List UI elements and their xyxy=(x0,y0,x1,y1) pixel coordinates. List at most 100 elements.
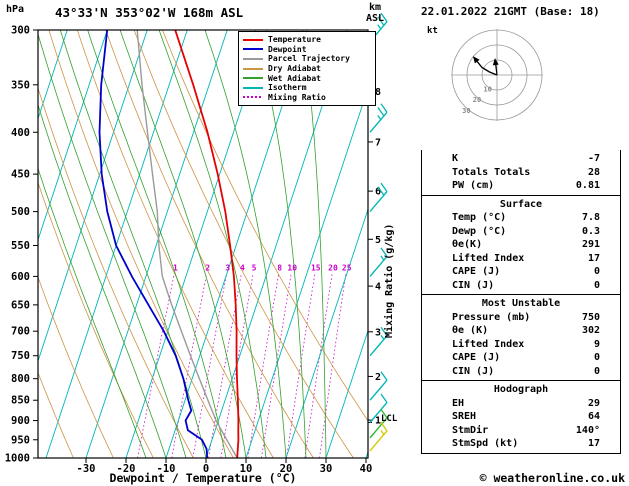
altitude-tick-label: 8 xyxy=(375,87,381,98)
legend: Temperature Dewpoint Parcel Trajectory Dry … xyxy=(238,31,376,107)
hodograph-ring xyxy=(481,59,513,91)
wet-adiabat-line xyxy=(38,167,147,458)
index-label: Lifted Index xyxy=(452,252,525,264)
wind-barb xyxy=(369,393,388,423)
mixing-ratio-value-label: 20 xyxy=(328,264,338,273)
mixing-ratio-line xyxy=(220,273,254,458)
mixing-ratio-value-label: 5 xyxy=(252,264,257,273)
index-label: CAPE (J) xyxy=(452,266,501,277)
isotherm-line xyxy=(325,329,368,458)
pressure-axis-unit: hPa xyxy=(6,4,25,15)
altitude-tick-label: 6 xyxy=(375,187,381,198)
pressure-tick-label: 450 xyxy=(11,169,30,181)
index-label: CIN (J) xyxy=(452,279,495,291)
wet-adiabat-line xyxy=(204,30,287,458)
section-title: Most Unstable xyxy=(481,298,561,309)
index-value: 29 xyxy=(587,397,600,409)
wet-adiabat-line xyxy=(158,30,267,458)
mixing-ratio-value-label: 15 xyxy=(311,264,321,273)
index-value: 0.81 xyxy=(575,180,600,191)
pressure-tick-label: 750 xyxy=(11,350,30,362)
index-label: SREH xyxy=(452,411,477,422)
index-value: 17 xyxy=(587,252,600,264)
index-value: -7 xyxy=(587,153,600,164)
legend-item-label: Dry Adiabat xyxy=(268,64,321,74)
wind-barb xyxy=(369,421,388,452)
index-label: PW (cm) xyxy=(452,180,495,191)
mixing-ratio-axis-label: Mixing Ratio (g/kg) xyxy=(384,223,395,338)
index-value: 750 xyxy=(581,311,600,323)
dry-adiabat-line xyxy=(38,86,194,458)
index-row: K -7 xyxy=(422,152,620,166)
index-value: 0 xyxy=(593,266,600,277)
pressure-tick-label: 1000 xyxy=(5,453,30,465)
hodograph-arrowhead xyxy=(492,58,499,66)
wind-barb xyxy=(369,103,388,133)
index-value: 291 xyxy=(581,239,600,250)
altitude-tick-label: 3 xyxy=(375,327,381,338)
pressure-tick-label: 800 xyxy=(11,373,30,385)
index-value: 64 xyxy=(587,411,600,422)
index-row: CIN (J) 0 xyxy=(422,279,620,293)
temperature-tick-label: 0 xyxy=(203,463,209,475)
mixing-ratio-line xyxy=(261,273,292,458)
wet-adiabat-line xyxy=(254,30,307,458)
index-value: 302 xyxy=(581,325,600,336)
dry-adiabat-line xyxy=(48,30,234,458)
index-label: Pressure (mb) xyxy=(452,311,531,323)
temperature-tick-label: 10 xyxy=(240,463,253,475)
index-row: CAPE (J) 0 xyxy=(422,351,620,365)
mixing-ratio-line xyxy=(304,273,333,458)
pressure-tick-label: 700 xyxy=(11,326,30,338)
hodograph-ring-label: 20 xyxy=(473,96,481,104)
wet-adiabat-line xyxy=(38,32,187,458)
index-row: StmSpd (kt) 17 xyxy=(422,437,620,451)
isotherm-line xyxy=(38,30,148,363)
index-row: CAPE (J) 0 xyxy=(422,265,620,279)
mixing-ratio-line xyxy=(319,273,347,458)
index-value: 28 xyxy=(587,166,600,178)
temperature-tick-label: -30 xyxy=(77,463,96,475)
legend-swatch-temperature xyxy=(243,38,263,41)
index-label: Totals Totals xyxy=(452,166,531,178)
altitude-tick-label: 2 xyxy=(375,372,381,383)
legend-item-label: Isotherm xyxy=(268,83,307,93)
legend-swatch-dry-adiabat xyxy=(243,67,263,70)
index-row: EH 29 xyxy=(422,397,620,411)
mixing-ratio-value-label: 1 xyxy=(173,264,178,273)
section-title: Surface xyxy=(499,198,543,210)
legend-item: Wet Adiabat xyxy=(243,73,371,83)
index-row: CIN (J) 0 xyxy=(422,365,620,379)
wind-barb xyxy=(369,182,388,213)
dry-adiabat-line xyxy=(38,371,74,458)
pressure-tick-label: 850 xyxy=(11,395,30,407)
indices-section-surface: Surface Temp (°C) 7.8 Dewp (°C) 0.3 θe(K) 291 L… xyxy=(422,194,620,295)
wind-barb xyxy=(369,409,388,439)
wind-barb xyxy=(369,371,388,401)
mixing-ratio-value-label: 25 xyxy=(342,264,352,273)
legend-item: Mixing Ratio xyxy=(243,93,371,103)
legend-item-label: Parcel Trajectory xyxy=(268,54,350,64)
dry-adiabat-line xyxy=(105,30,314,458)
hodograph-trace xyxy=(475,59,498,76)
legend-item: Dry Adiabat xyxy=(243,64,371,74)
pressure-tick-label: 550 xyxy=(11,240,30,252)
isotherm-line xyxy=(38,30,68,121)
index-label: CAPE (J) xyxy=(452,352,501,363)
index-value: 0 xyxy=(593,279,600,291)
wind-barb xyxy=(369,326,388,357)
mixing-ratio-line xyxy=(247,273,280,458)
x-axis-label: Dewpoint / Temperature (°C) xyxy=(109,471,297,485)
legend-swatch-parcel-trajectory xyxy=(243,57,263,60)
indices-section-hodograph: Hodograph EH 29 SREH 64 StmDir 140° StmSpd (kt)… xyxy=(422,380,620,453)
copyright: © weatheronline.co.uk xyxy=(479,471,625,485)
index-label: EH xyxy=(452,397,465,409)
hodograph-unit-label: kt xyxy=(427,26,438,36)
parcel-trajectory-line xyxy=(136,30,238,458)
temperature-line xyxy=(174,30,240,458)
mixing-ratio-line xyxy=(208,273,242,458)
index-value: 17 xyxy=(587,438,600,449)
index-row: Lifted Index 17 xyxy=(422,252,620,266)
index-label: Temp (°C) xyxy=(452,212,507,223)
